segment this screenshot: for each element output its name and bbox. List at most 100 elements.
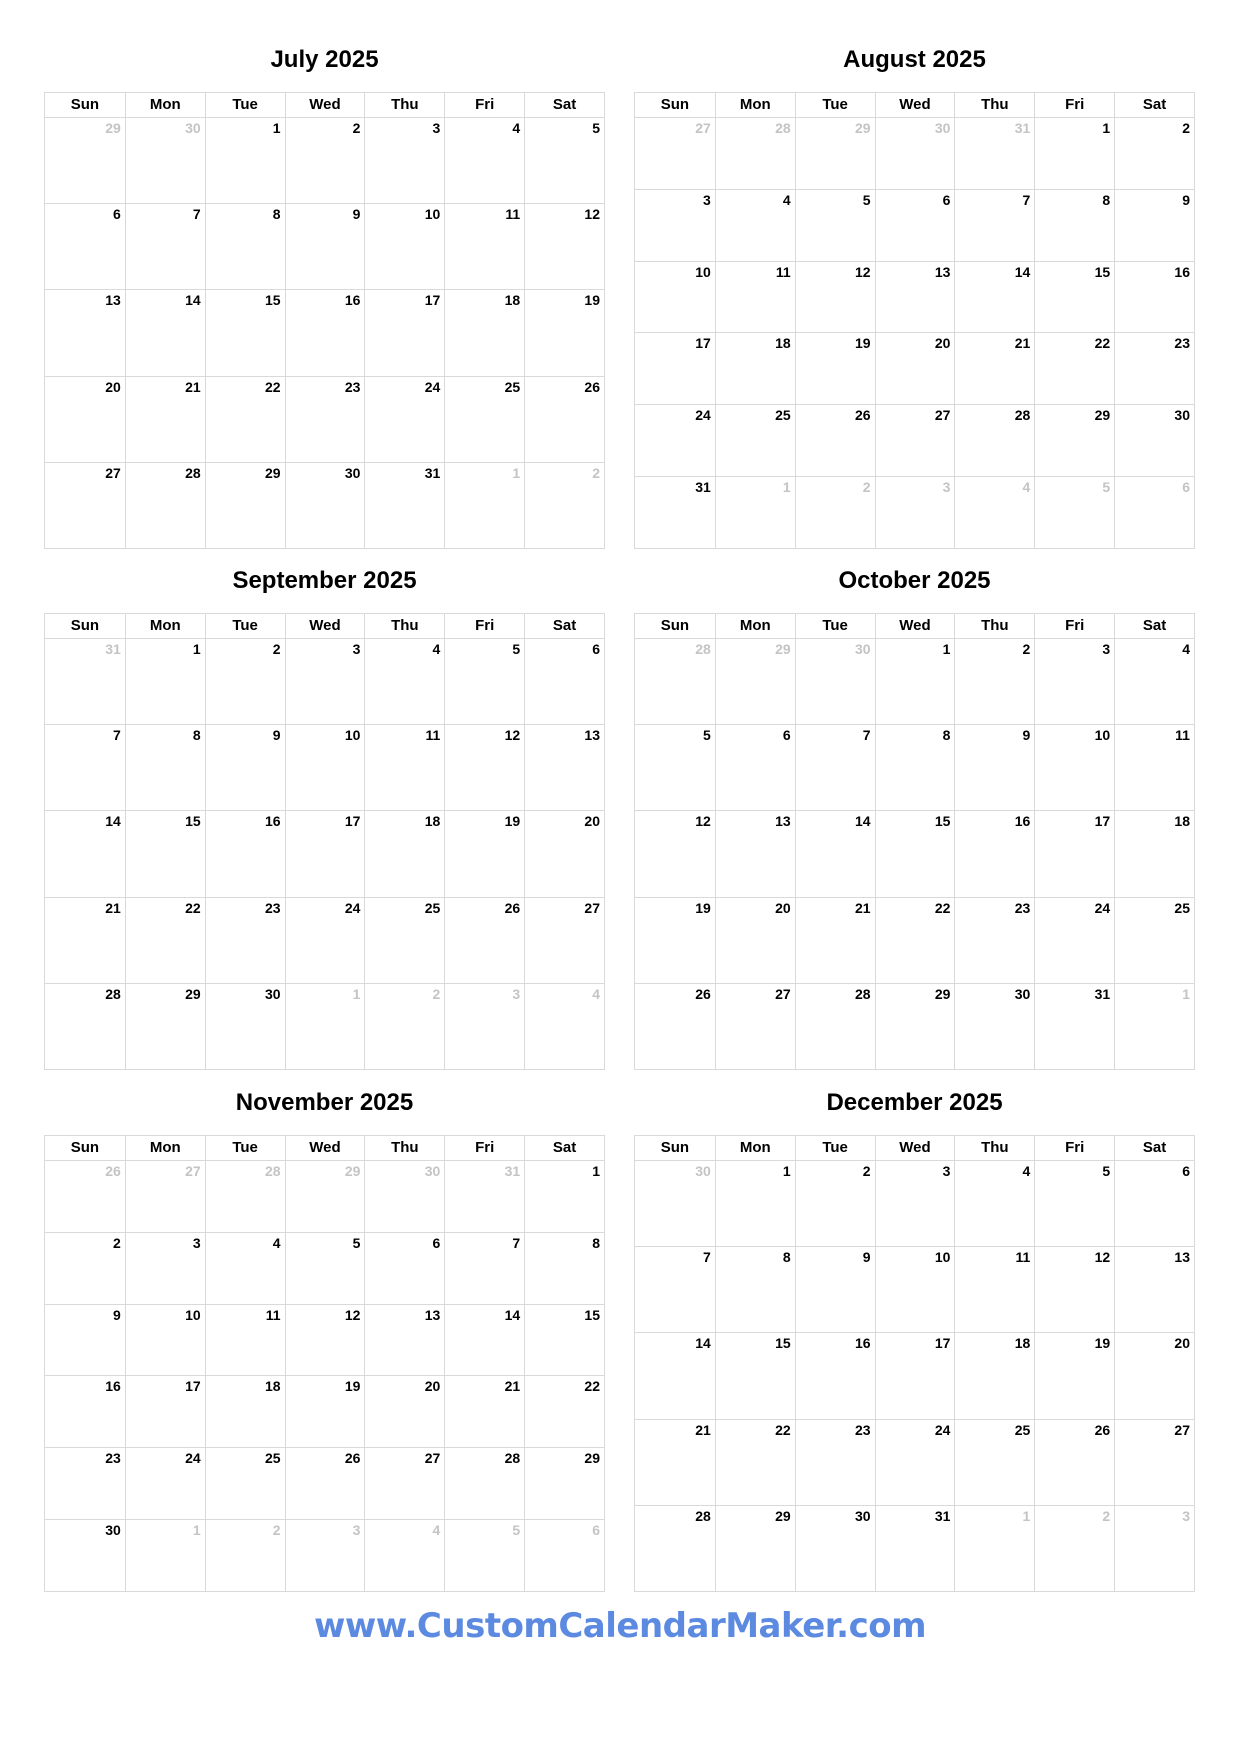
day-cell: 13 [105,292,121,309]
day-cell-other-month: 4 [524,983,604,1070]
week-row: 9 10 11 12 13 14 15 [45,1303,604,1376]
day-cell: 8 [1034,189,1114,261]
week-row: 28 29 30 31 1 2 3 [635,1504,1194,1592]
weekday-label: Sat [524,1136,604,1160]
day-cell: 3 [364,118,444,204]
day-cell: 5 [1034,1161,1114,1247]
day-cell-other-month: 30 [874,118,955,189]
day-cell: 4 [714,189,795,261]
day-cell: 25 [954,1419,1034,1505]
day-cell: 15 [714,1333,795,1419]
day-cell-other-month: 4 [954,477,1034,548]
day-cell: 1 [1034,118,1114,189]
day-cell: 29 [204,462,285,549]
week-row: 21 22 23 24 25 26 27 [635,1418,1194,1505]
week-row: 13 14 15 16 17 18 19 [45,289,604,376]
day-cell: 19 [695,899,711,916]
weekday-label: Wed [874,1136,955,1160]
day-cell-other-month: 30 [695,1163,711,1179]
day-cell: 11 [714,261,795,333]
day-cell: 21 [124,376,205,462]
day-cell: 15 [524,1304,604,1376]
day-cell: 26 [444,897,524,983]
day-cell: 3 [284,639,365,725]
weekday-header: Sun Mon Tue Wed Thu Fri Sat [45,1136,604,1161]
day-cell: 22 [204,376,285,462]
week-row: 7 8 9 10 11 12 13 [45,724,604,811]
day-cell: 3 [874,1161,955,1247]
day-cell-other-month: 1 [284,983,365,1070]
day-cell: 13 [1114,1247,1194,1333]
day-cell: 2 [284,118,365,204]
week-row: 17 18 19 20 21 22 23 [635,332,1194,405]
day-cell: 18 [444,290,524,376]
day-cell-other-month: 31 [105,641,121,657]
month-title: December 2025 [826,1089,1003,1116]
day-cell: 27 [874,405,955,477]
day-cell: 10 [1034,725,1114,811]
day-cell: 14 [444,1304,524,1376]
day-cell-other-month: 29 [284,1161,365,1232]
day-cell-other-month: 6 [1114,477,1194,548]
weekday-label: Fri [1034,93,1114,117]
day-cell: 28 [954,405,1034,477]
day-cell: 4 [204,1232,285,1304]
weekday-header: Sun Mon Tue Wed Thu Fri Sat [635,614,1194,639]
day-cell-other-month: 1 [714,477,795,548]
day-cell: 18 [1114,811,1194,897]
day-cell: 26 [1034,1419,1114,1505]
weekday-label: Wed [874,614,955,638]
day-cell: 27 [524,897,604,983]
day-cell: 20 [1114,1333,1194,1419]
weekday-label: Mon [714,1136,795,1160]
day-cell: 4 [444,118,524,204]
week-row: 12 13 14 15 16 17 18 [635,810,1194,897]
weekday-label: Fri [444,1136,524,1160]
week-row: 30 1 2 3 4 5 6 [635,1161,1194,1247]
day-cell: 7 [703,1249,711,1266]
day-cell: 7 [954,189,1034,261]
weekday-label: Tue [204,93,285,117]
week-row: 7 8 9 10 11 12 13 [635,1246,1194,1333]
day-cell-other-month: 29 [105,120,121,136]
day-cell-other-month: 1 [954,1505,1034,1592]
day-cell: 22 [874,897,955,983]
weekday-header: Sun Mon Tue Wed Thu Fri Sat [635,1136,1194,1161]
day-cell: 9 [113,1306,121,1323]
weekday-label: Sat [1114,1136,1194,1160]
day-cell: 30 [954,983,1034,1070]
day-cell: 27 [714,983,795,1070]
day-cell: 23 [794,1419,875,1505]
month-title: September 2025 [232,567,417,594]
day-cell-other-month: 31 [444,1161,524,1232]
day-cell: 2 [204,639,285,725]
day-cell: 31 [1034,983,1114,1070]
day-cell: 3 [703,191,711,208]
day-cell: 20 [874,333,955,405]
day-cell-other-month: 1 [124,1520,205,1591]
day-cell: 7 [794,725,875,811]
weekday-label: Wed [284,93,365,117]
weekday-label: Thu [954,614,1034,638]
week-row: 16 17 18 19 20 21 22 [45,1375,604,1448]
day-cell: 10 [124,1304,205,1376]
weekday-header: Sun Mon Tue Wed Thu Fri Sat [45,93,604,118]
weekday-label: Thu [364,614,444,638]
day-cell: 11 [954,1247,1034,1333]
day-cell: 25 [204,1448,285,1520]
day-cell: 23 [954,897,1034,983]
day-cell: 30 [105,1522,121,1539]
day-cell-other-month: 1 [444,462,524,549]
day-cell-other-month: 5 [1034,477,1114,548]
weekday-label: Sun [660,617,690,634]
weekday-label: Tue [794,614,875,638]
week-row: 27 28 29 30 31 1 2 [635,118,1194,189]
weekday-label: Thu [364,93,444,117]
day-cell: 29 [714,1505,795,1592]
week-row: 21 22 23 24 25 26 27 [45,896,604,983]
day-cell: 20 [364,1376,444,1448]
month-grid: Sun Mon Tue Wed Thu Fri Sat 31 1 2 3 4 5 6 7 8 9 10 11 12 13… [44,613,605,1070]
day-cell: 25 [714,405,795,477]
week-row: 5 6 7 8 9 10 11 [635,724,1194,811]
weekday-label: Thu [954,93,1034,117]
